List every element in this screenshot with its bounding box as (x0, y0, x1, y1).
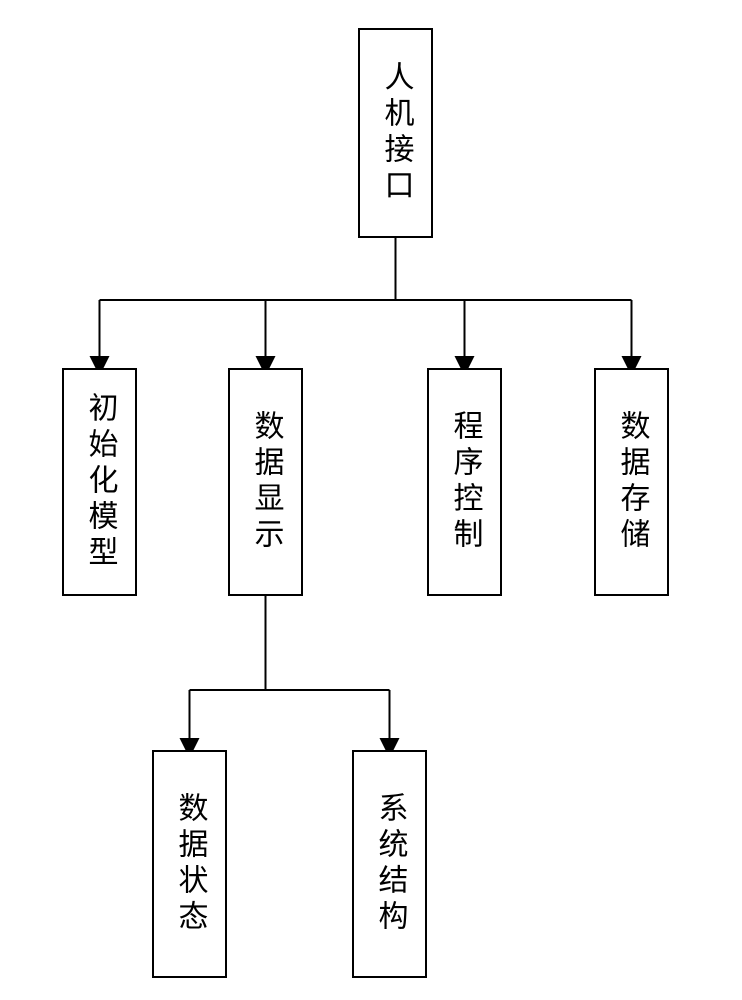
node-label: 系统结构 (375, 792, 405, 936)
node-init: 初始化模型 (62, 368, 137, 596)
node-label: 程序控制 (450, 410, 480, 554)
node-struct: 系统结构 (352, 750, 427, 978)
node-root: 人机接口 (358, 28, 433, 238)
node-label: 数据显示 (251, 410, 281, 554)
node-ctrl: 程序控制 (427, 368, 502, 596)
node-disp: 数据显示 (228, 368, 303, 596)
node-label: 人机接口 (381, 61, 411, 205)
diagram-canvas: 人机接口 初始化模型 数据显示 程序控制 数据存储 数据状态 系统结构 (0, 0, 742, 1000)
node-store: 数据存储 (594, 368, 669, 596)
node-label: 初始化模型 (85, 392, 115, 572)
node-status: 数据状态 (152, 750, 227, 978)
node-label: 数据状态 (175, 792, 205, 936)
node-label: 数据存储 (617, 410, 647, 554)
